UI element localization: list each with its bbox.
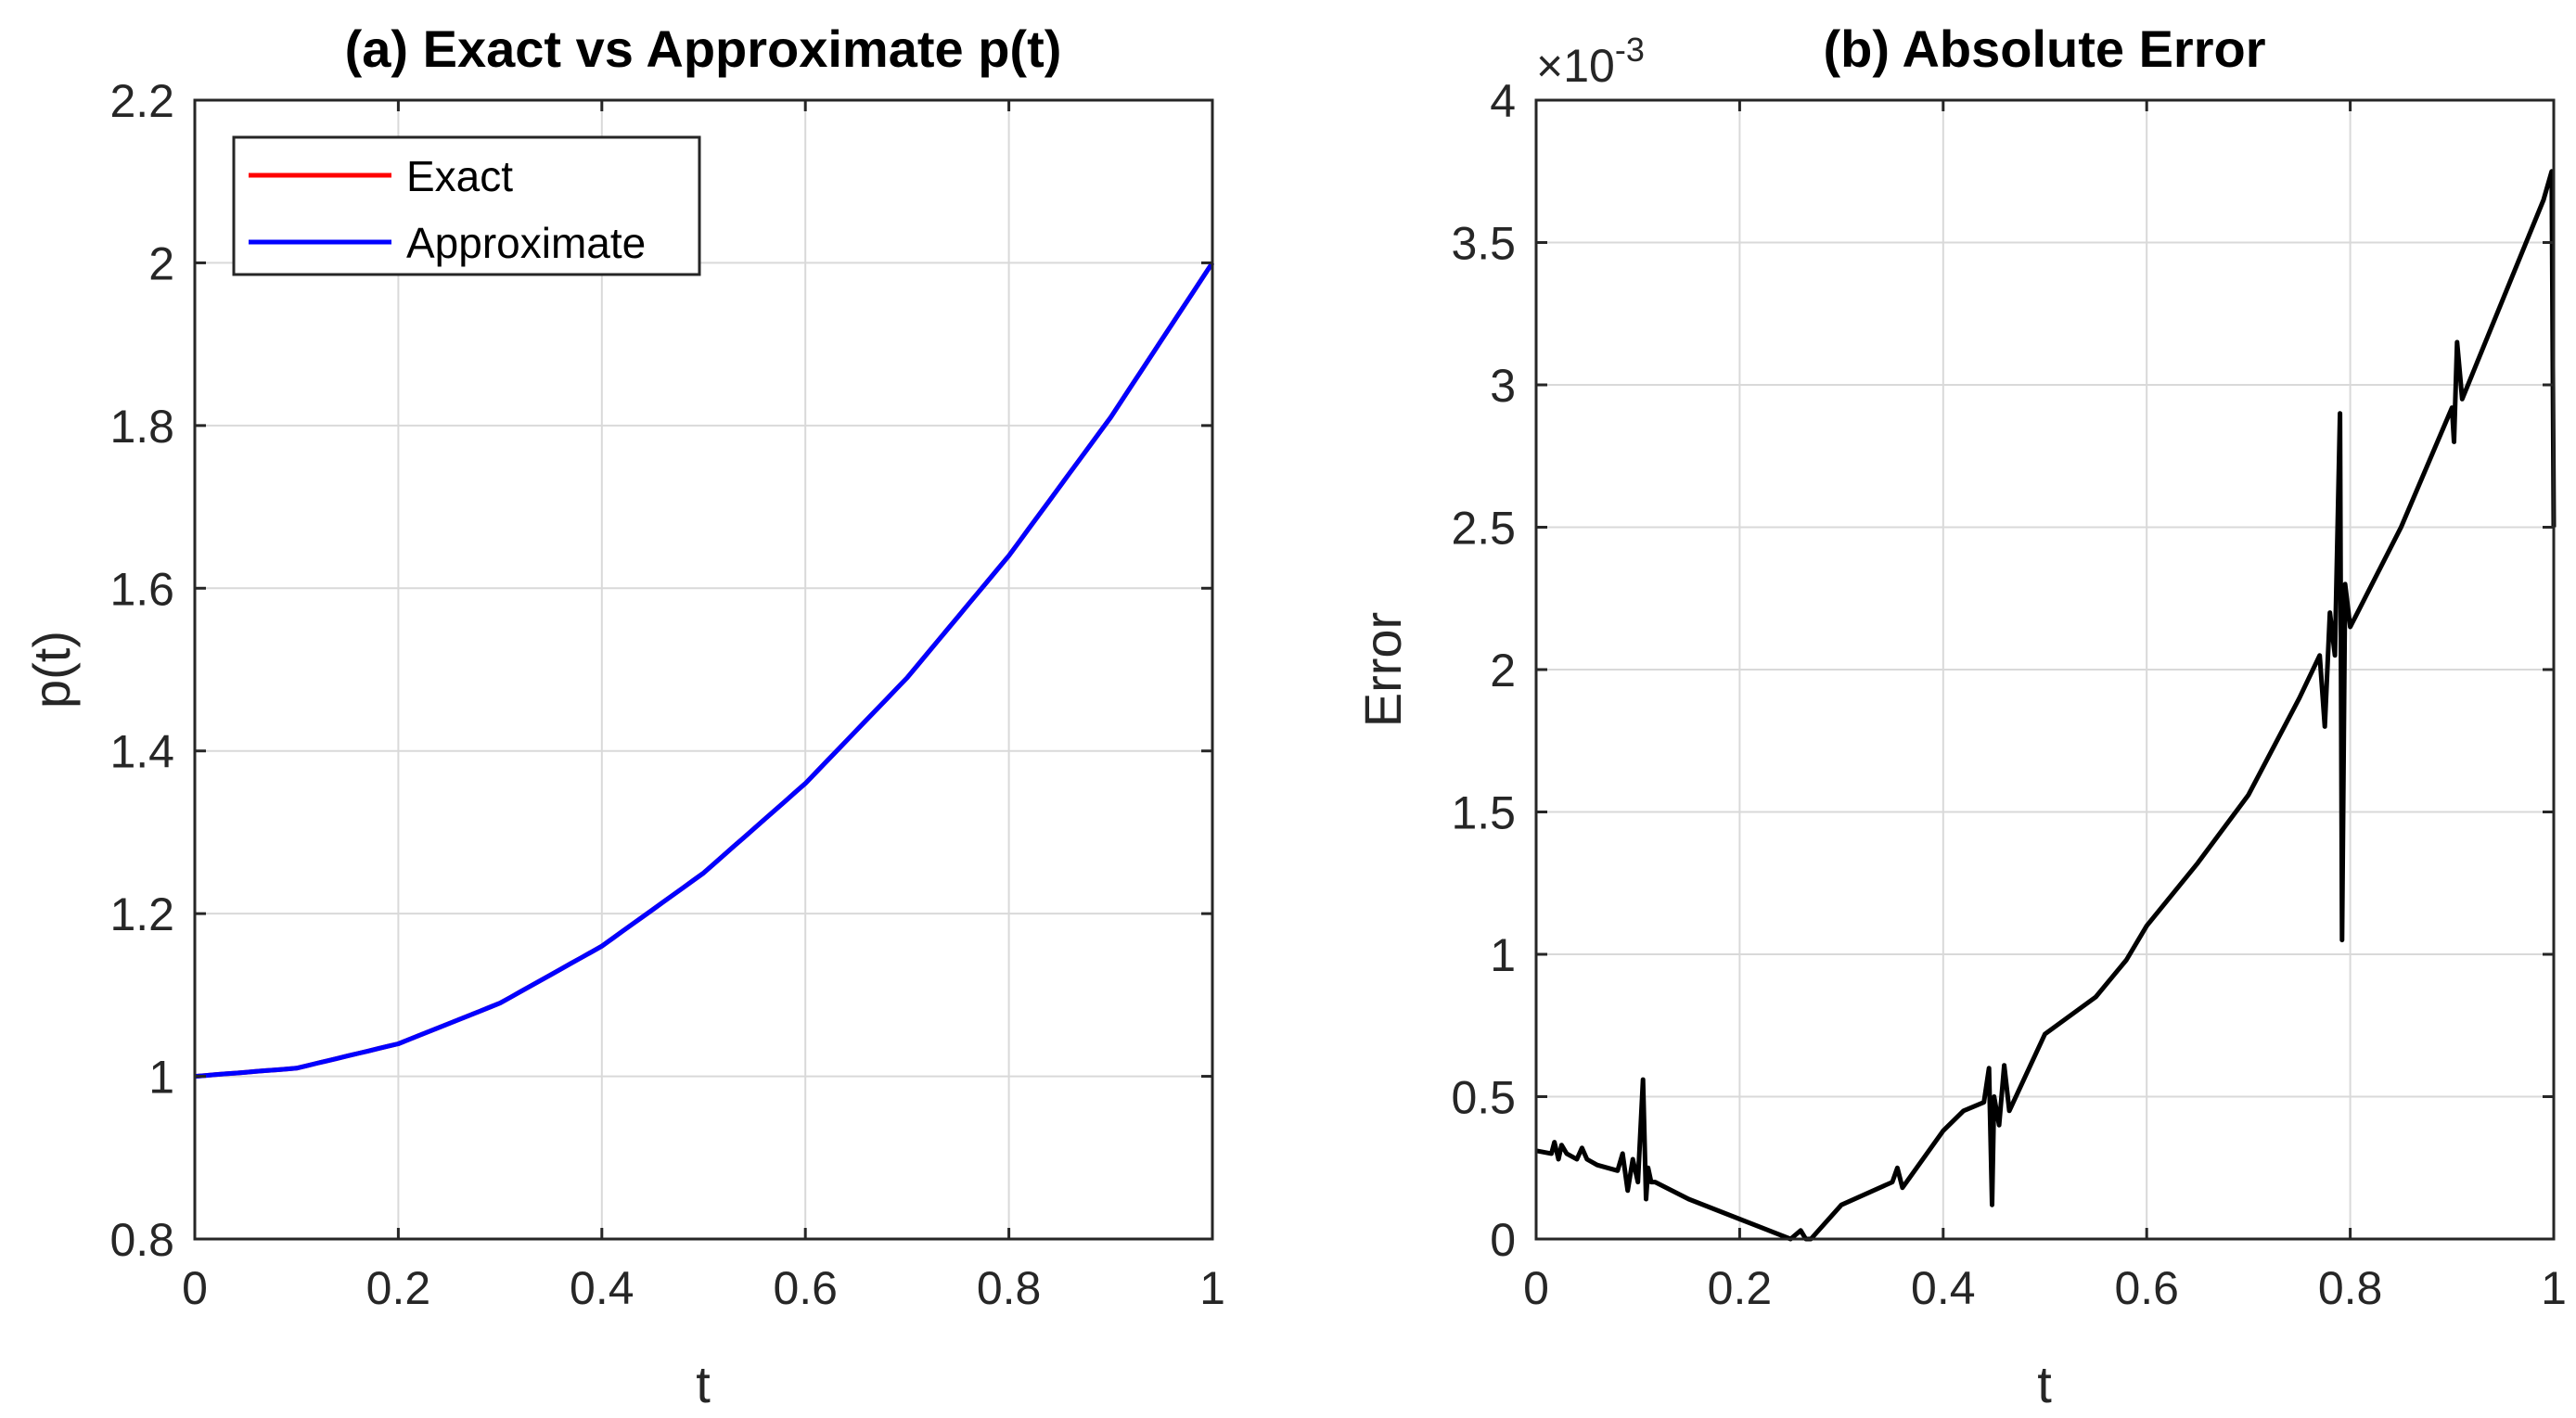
x-tick-label: 0.2 xyxy=(366,1262,431,1314)
panel-a-xlabel: t xyxy=(696,1355,711,1413)
y-tick-label: 1.4 xyxy=(109,726,174,778)
y-tick-label: 3.5 xyxy=(1451,218,1516,270)
x-tick-label: 0.6 xyxy=(2114,1262,2179,1314)
panel-b-ylabel: Error xyxy=(1353,612,1412,727)
panel-b-series xyxy=(1535,169,2557,1242)
y-tick-label: 2.2 xyxy=(109,75,174,127)
y-tick-label: 1.2 xyxy=(109,888,174,940)
y-tick-label: 1 xyxy=(148,1052,174,1104)
y-tick-label: 4 xyxy=(1490,75,1516,127)
y-tick-label: 0 xyxy=(1490,1214,1516,1266)
panel-a-axes-box xyxy=(193,98,1214,1241)
x-tick-label: 0.4 xyxy=(1911,1262,1976,1314)
x-tick-label: 0.4 xyxy=(570,1262,634,1314)
x-tick-label: 0 xyxy=(1523,1262,1549,1314)
panel-a-ticks: 0 0.2 0.4 0.6 0.8 1 0.8 1 1.2 1.4 1.6 1.8 2 2.2 xyxy=(109,75,1224,1314)
y-tick-label: 3 xyxy=(1490,360,1516,412)
y-tick-label: 1.8 xyxy=(109,401,174,453)
y-tick-label: 1 xyxy=(1490,929,1516,981)
panel-a-exact-vs-approximate: 0 0.2 0.4 0.6 0.8 1 0.8 1 1.2 1.4 1.6 1.8 2 2.2 (a) E… xyxy=(22,19,1225,1413)
exponent-power: -3 xyxy=(1615,31,1645,69)
y-tick-label: 1.5 xyxy=(1451,787,1516,839)
panel-b-exponent-label: ×10-3 xyxy=(1536,31,1645,92)
panel-b-ticks: 0 0.2 0.4 0.6 0.8 1 0 0.5 1 1.5 2 2.5 3 3.5 4 xyxy=(1451,75,2566,1314)
legend-label-approximate: Approximate xyxy=(406,219,646,267)
panel-b-xlabel: t xyxy=(2037,1355,2052,1413)
series-line-error xyxy=(1535,169,2557,1242)
x-tick-label: 0.6 xyxy=(773,1262,838,1314)
panel-a-series xyxy=(194,262,1215,1079)
panel-b-absolute-error: 0 0.2 0.4 0.6 0.8 1 0 0.5 1 1.5 2 2.5 3 3.5 4 (b) Abso… xyxy=(1353,19,2567,1413)
x-tick-label: 1 xyxy=(2541,1262,2567,1314)
y-tick-label: 0.5 xyxy=(1451,1072,1516,1124)
legend-box xyxy=(232,135,701,276)
panel-a-legend: Exact Approximate xyxy=(232,135,701,276)
y-tick-label: 2 xyxy=(1490,645,1516,696)
x-tick-label: 0 xyxy=(182,1262,208,1314)
y-tick-label: 0.8 xyxy=(109,1214,174,1266)
exponent-base: ×10 xyxy=(1536,40,1615,92)
panel-b-title: (b) Absolute Error xyxy=(1823,19,2265,78)
y-tick-label: 1.6 xyxy=(109,563,174,615)
y-tick-label: 2 xyxy=(148,237,174,289)
panel-a-plot-area xyxy=(195,100,1212,1239)
legend-label-exact: Exact xyxy=(406,152,513,200)
y-tick-label: 2.5 xyxy=(1451,503,1516,555)
panel-a-title: (a) Exact vs Approximate p(t) xyxy=(345,19,1062,78)
x-tick-label: 0.2 xyxy=(1708,1262,1773,1314)
x-tick-label: 1 xyxy=(1199,1262,1225,1314)
panel-a-ylabel: p(t) xyxy=(22,631,81,709)
series-line-approximate xyxy=(194,262,1215,1079)
x-tick-label: 0.8 xyxy=(977,1262,1042,1314)
x-tick-label: 0.8 xyxy=(2318,1262,2383,1314)
